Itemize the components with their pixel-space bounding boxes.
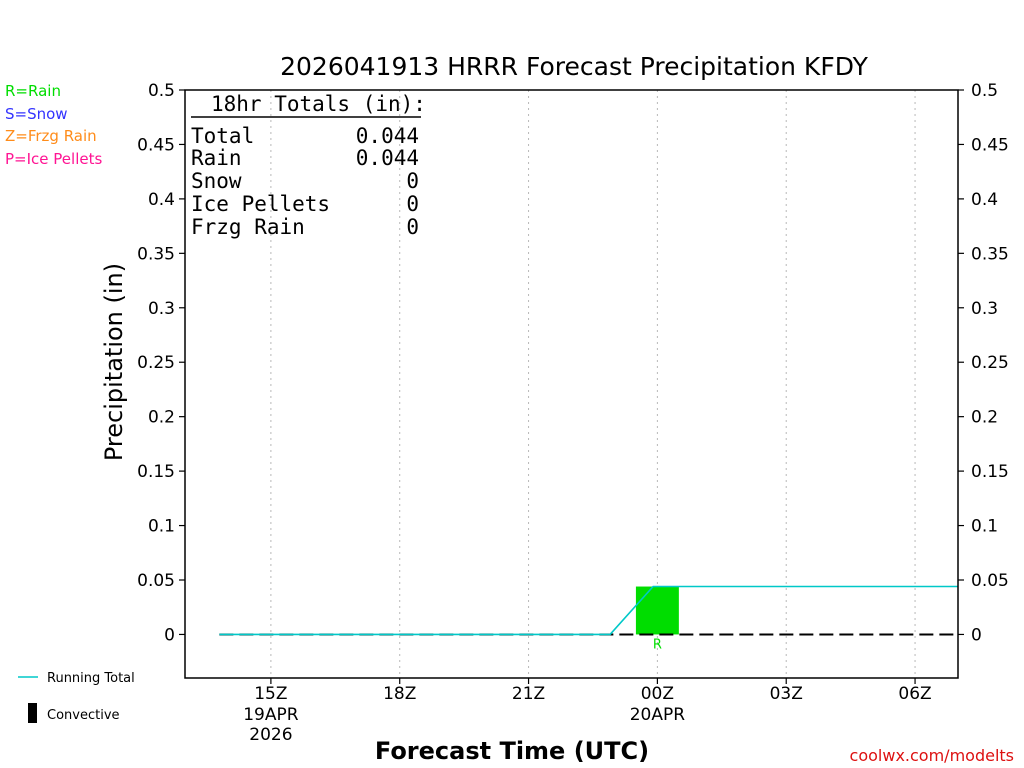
x-tick-label: 15Z <box>254 684 287 704</box>
x-tick-year-label: 2026 <box>249 725 292 745</box>
running-total-legend-label: Running Total <box>47 671 135 686</box>
convective-legend-swatch <box>28 703 37 723</box>
axes-layer <box>179 89 964 684</box>
totals-value-snow: 0 <box>406 169 419 193</box>
legend-frzg-rain: Z=Frzg Rain <box>5 127 97 145</box>
y-tick-label-left: 0.4 <box>148 190 175 210</box>
totals-value-frzg-rain: 0 <box>406 215 419 239</box>
y-tick-label-left: 0.1 <box>148 517 175 537</box>
x-tick-date-label: 20APR <box>630 705 686 725</box>
y-axis-label: Precipitation (in) <box>100 263 128 461</box>
y-tick-label-right: 0.2 <box>971 408 998 428</box>
precip-type-label: R <box>653 637 662 652</box>
totals-value-ice-pellets: 0 <box>406 192 419 216</box>
x-axis-label: Forecast Time (UTC) <box>375 737 649 765</box>
precip-bar-rain <box>635 586 679 635</box>
legend-snow: S=Snow <box>5 105 68 123</box>
y-tick-label-left: 0.2 <box>148 408 175 428</box>
y-tick-label-right: 0.45 <box>971 135 1009 155</box>
precip-type-legend: R=Rain S=Snow Z=Frzg Rain P=Ice Pellets <box>5 82 102 168</box>
x-tick-label: 06Z <box>898 684 931 704</box>
totals-label-frzg-rain: Frzg Rain <box>191 215 305 239</box>
y-tick-label-left: 0 <box>164 625 175 645</box>
y-tick-label-right: 0 <box>971 625 982 645</box>
y-tick-label-left: 0.35 <box>137 244 175 264</box>
grid-layer <box>270 90 916 678</box>
x-tick-label: 00Z <box>641 684 674 704</box>
legend-rain: R=Rain <box>5 82 61 100</box>
x-tick-label: 21Z <box>512 684 545 704</box>
y-tick-label-right: 0.1 <box>971 517 998 537</box>
x-tick-label: 18Z <box>383 684 416 704</box>
totals-label-ice-pellets: Ice Pellets <box>191 192 330 216</box>
bars-layer <box>635 586 679 635</box>
credit-text: coolwx.com/modelts <box>850 746 1014 765</box>
x-tick-label: 03Z <box>770 684 803 704</box>
y-tick-label-right: 0.25 <box>971 353 1009 373</box>
y-tick-label-right: 0.35 <box>971 244 1009 264</box>
running-total-line <box>219 585 958 636</box>
y-tick-label-left: 0.5 <box>148 81 175 101</box>
y-tick-label-right: 0.5 <box>971 81 998 101</box>
totals-value-rain: 0.044 <box>356 146 419 170</box>
totals-header: 18hr Totals (in): <box>211 92 426 116</box>
y-tick-label-right: 0.4 <box>971 190 998 210</box>
y-tick-label-left: 0.45 <box>137 135 175 155</box>
bottom-legend: Running Total Convective <box>18 671 135 723</box>
y-tick-label-left: 0.15 <box>137 462 175 482</box>
y-tick-label-right: 0.15 <box>971 462 1009 482</box>
text-layer: 0 00.05 0.050.1 0.10.15 0.150.2 0.20.25 0.250.… <box>137 81 1009 745</box>
totals-label-snow: Snow <box>191 169 242 193</box>
totals-label-total: Total <box>191 124 254 148</box>
totals-label-rain: Rain <box>191 146 242 170</box>
y-tick-label-right: 0.3 <box>971 299 998 319</box>
convective-legend-label: Convective <box>47 708 120 723</box>
x-tick-date-label: 19APR <box>243 705 299 725</box>
y-tick-label-left: 0.05 <box>137 571 175 591</box>
totals-box: 18hr Totals (in): Total 0.044 Rain 0.044… <box>191 92 426 239</box>
chart-title: 2026041913 HRRR Forecast Precipitation K… <box>280 52 868 81</box>
plot-frame <box>184 89 959 679</box>
legend-ice-pellets: P=Ice Pellets <box>5 150 102 168</box>
lines-layer <box>219 585 958 636</box>
y-tick-label-left: 0.25 <box>137 353 175 373</box>
y-tick-label-left: 0.3 <box>148 299 175 319</box>
y-tick-label-right: 0.05 <box>971 571 1009 591</box>
totals-value-total: 0.044 <box>356 124 419 148</box>
